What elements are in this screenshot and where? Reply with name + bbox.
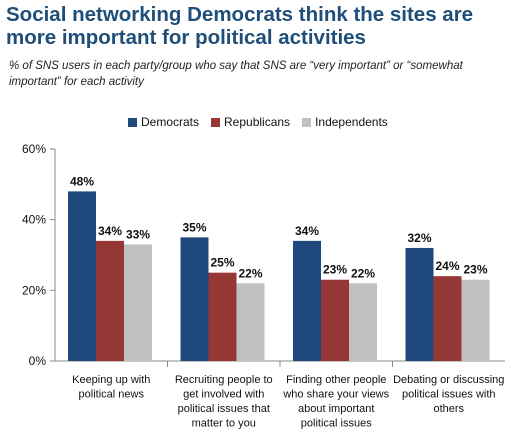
legend-label-democrats: Democrats <box>141 115 200 129</box>
data-label: 24% <box>435 259 459 273</box>
y-tick-label: 20% <box>22 283 46 297</box>
x-tick-label-line: who share your views <box>282 389 389 401</box>
x-tick-label: Keeping up with political news <box>72 374 150 401</box>
x-tick-label: Recruiting people to get involved with pol… <box>175 374 273 430</box>
x-tick-label-line: political issues with <box>402 389 496 401</box>
bar <box>433 276 462 361</box>
x-tick-label-line: political issues <box>301 418 372 430</box>
bar <box>124 244 152 361</box>
bar <box>321 279 349 361</box>
x-tick-label-line: get involved with <box>183 389 264 401</box>
x-tick-label-line: others <box>433 403 464 415</box>
legend-swatch-democrats <box>128 117 137 127</box>
x-tick-label-line: political issues that <box>178 403 270 415</box>
y-tick-label: 40% <box>22 213 46 227</box>
data-label: 22% <box>238 266 262 280</box>
legend-republicans: Republicans <box>211 115 290 129</box>
x-tick-label-line: Keeping up with <box>72 374 150 386</box>
chart-title: Social networking Democrats think the si… <box>6 3 474 49</box>
bar <box>180 237 209 361</box>
data-label: 48% <box>70 174 94 188</box>
legend-swatch-republicans <box>211 117 221 127</box>
x-tick-label-line: about important <box>298 403 374 415</box>
x-tick-label-line: matter to you <box>192 418 256 430</box>
bar <box>461 279 490 361</box>
bar <box>68 191 96 361</box>
x-tick-label-line: political news <box>79 389 145 401</box>
data-label: 34% <box>295 224 319 238</box>
y-tick-label: 0% <box>29 354 47 368</box>
y-tick-label: 60% <box>22 142 46 156</box>
x-tick-label-line: Recruiting people to <box>175 374 273 386</box>
bar <box>208 272 237 361</box>
data-label: 32% <box>407 231 431 245</box>
x-tick-label-line: Finding other people <box>286 374 386 386</box>
bar <box>349 283 377 361</box>
legend-democrats: Democrats <box>128 115 199 129</box>
legend-label-independents: Independents <box>315 115 388 129</box>
bar <box>96 240 124 361</box>
legend-independents: Independents <box>302 115 388 129</box>
legend-label-republicans: Republicans <box>224 115 291 129</box>
data-label: 23% <box>463 263 487 277</box>
chart-legend: Democrats Republicans Independents <box>128 113 400 131</box>
chart-subtitle: % of SNS users in each party/group who s… <box>9 60 463 88</box>
data-label: 33% <box>126 227 150 241</box>
bar <box>405 247 434 361</box>
data-label: 22% <box>351 266 375 280</box>
data-label: 25% <box>210 256 234 270</box>
data-label: 34% <box>98 224 122 238</box>
bar <box>236 283 265 361</box>
legend-swatch-independents <box>302 117 312 127</box>
x-tick-label: Finding other people who share your views… <box>282 374 389 430</box>
bar <box>293 240 321 361</box>
data-label: 23% <box>323 263 347 277</box>
data-label: 35% <box>182 220 206 234</box>
x-tick-label: Debating or discussing political issues w… <box>393 374 504 415</box>
x-tick-label-line: Debating or discussing <box>393 374 504 386</box>
